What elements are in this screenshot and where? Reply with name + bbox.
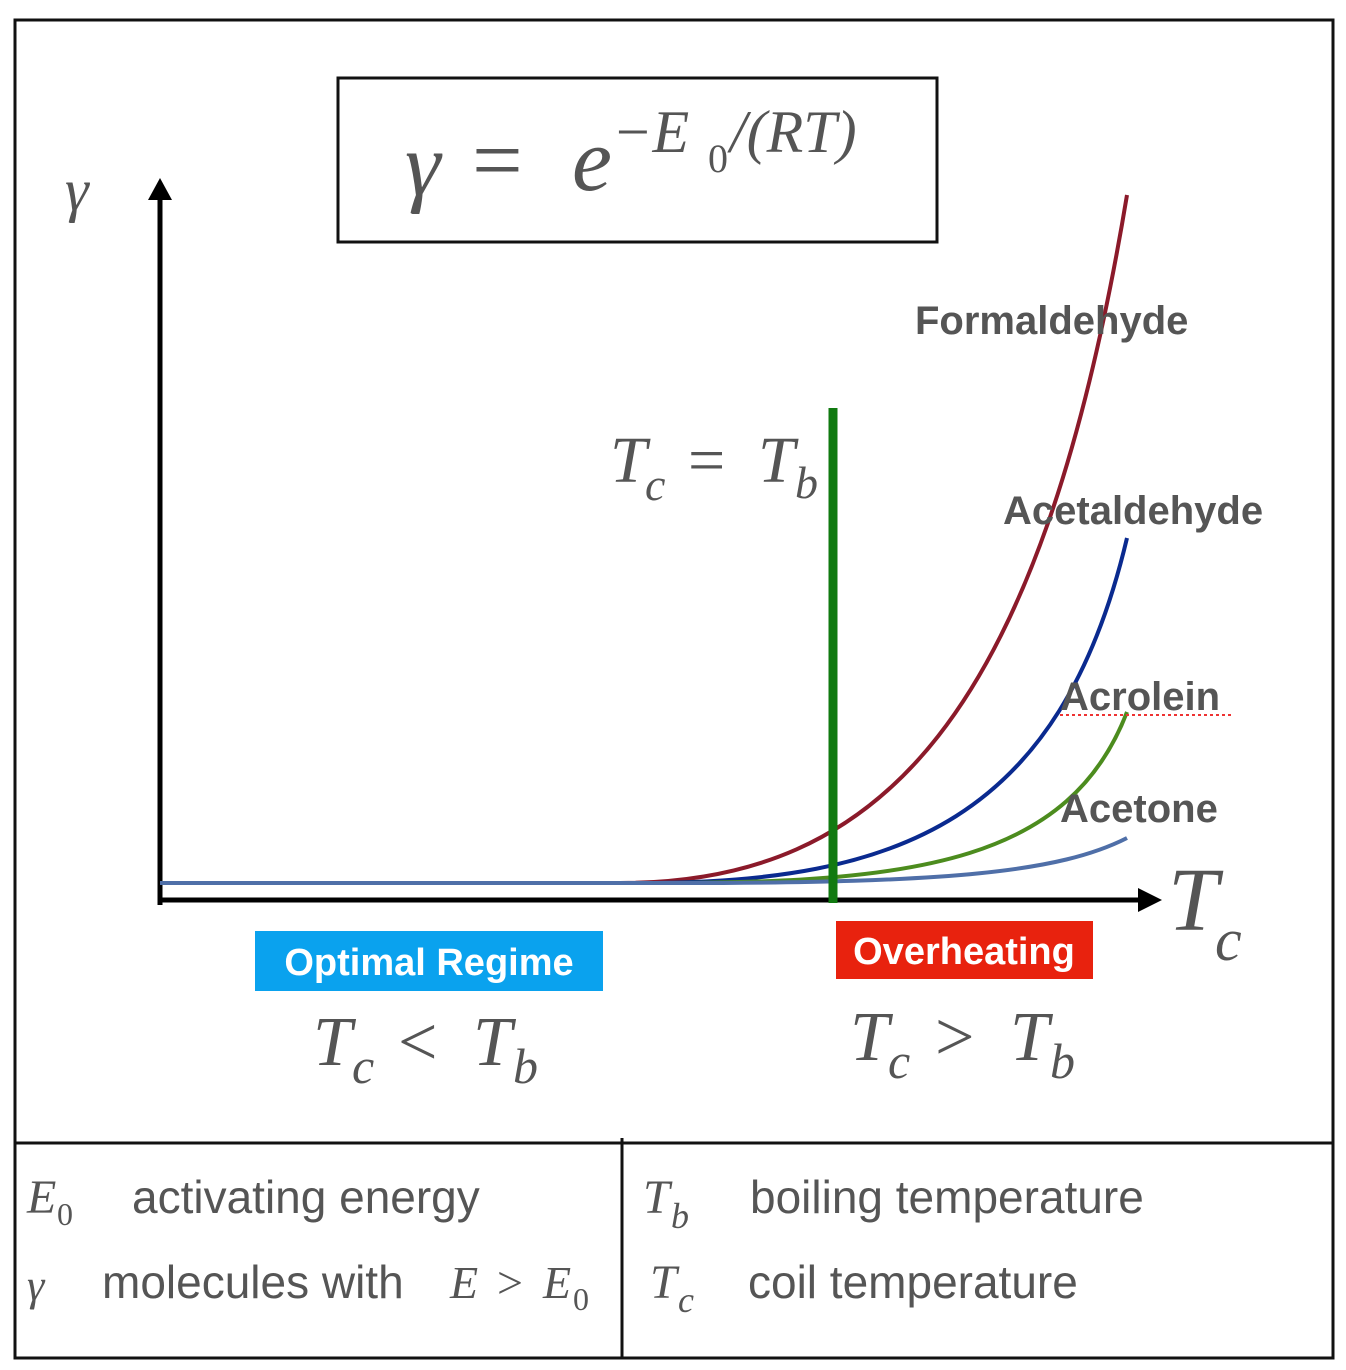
curve-label: Acrolein — [1060, 675, 1220, 719]
legend-condition: E — [449, 1257, 478, 1308]
regime-condition: T — [850, 999, 894, 1076]
regime-label: Overheating — [853, 931, 1075, 973]
regime-condition: b — [1050, 1033, 1075, 1089]
curve-formaldehyde — [160, 194, 1129, 885]
x-axis-label: T — [1168, 851, 1224, 950]
legend-description: molecules with — [102, 1256, 404, 1308]
boundary-right-sub: b — [795, 457, 818, 508]
boundary-operator: = — [688, 424, 725, 497]
boundary-right: T — [758, 424, 799, 497]
formula-equals: = — [472, 111, 523, 210]
curve-label: Acetaldehyde — [1003, 489, 1263, 533]
formula-exponent-rest: /(RT) — [727, 99, 857, 165]
regime-condition: < — [398, 1004, 437, 1081]
regime-condition: > — [935, 999, 974, 1076]
x-axis-label-sub: c — [1215, 907, 1242, 973]
legend-subscript: c — [678, 1280, 694, 1320]
regime-condition: c — [352, 1038, 374, 1094]
legend-description: activating energy — [132, 1171, 480, 1223]
curve-label: Acetone — [1060, 787, 1218, 831]
formula-exponent: −E — [612, 99, 689, 165]
formula-lhs: γ — [405, 116, 443, 215]
formula-base: e — [572, 111, 612, 210]
boundary-left: T — [610, 424, 651, 497]
regime-condition: T — [1010, 999, 1054, 1076]
legend-condition: > — [497, 1257, 523, 1308]
legend-condition: 0 — [573, 1281, 589, 1317]
regime-condition: T — [313, 1004, 357, 1081]
legend-symbol: T — [643, 1171, 673, 1224]
curve-label: Formaldehyde — [915, 299, 1188, 343]
legend-description: coil temperature — [748, 1256, 1078, 1308]
boundary-left-sub: c — [645, 459, 665, 510]
curve-acetone — [160, 836, 1128, 885]
x-arrow — [1138, 888, 1162, 912]
formula-box — [336, 76, 939, 244]
regime-badge — [836, 921, 1093, 979]
regime-condition: c — [888, 1033, 910, 1089]
regime-condition: b — [513, 1038, 538, 1094]
regime-badge — [255, 931, 603, 991]
regime-condition: T — [473, 1004, 517, 1081]
formula-exponent-subscript: 0 — [708, 136, 728, 181]
legend-subscript: 0 — [57, 1196, 73, 1232]
frame — [13, 18, 1335, 1360]
legend-description: boiling temperature — [750, 1171, 1144, 1223]
y-arrow — [148, 178, 172, 200]
legend-symbol: E — [26, 1171, 56, 1224]
legend-subscript: b — [671, 1196, 689, 1236]
curve-acetaldehyde — [160, 537, 1129, 885]
regime-label: Optimal Regime — [284, 942, 573, 984]
legend-symbol: γ — [27, 1261, 46, 1310]
y-axis-label: γ — [65, 157, 90, 223]
legend-condition: E — [542, 1257, 571, 1308]
legend-symbol: T — [650, 1256, 680, 1309]
